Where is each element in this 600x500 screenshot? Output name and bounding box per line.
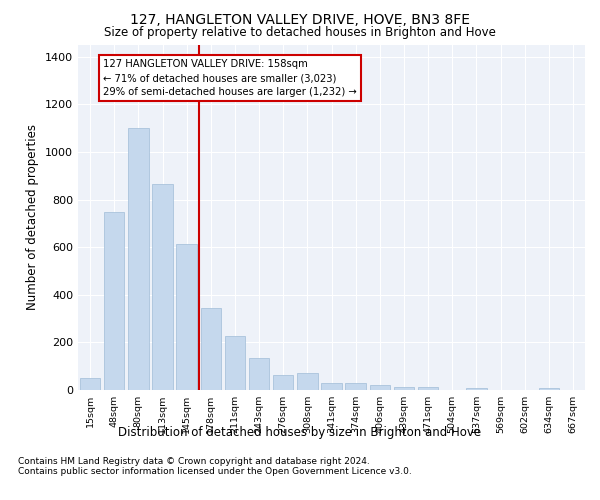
Bar (418, 387, 439, 390)
Bar (346, 383, 366, 390)
Text: 127, HANGLETON VALLEY DRIVE, HOVE, BN3 8FE: 127, HANGLETON VALLEY DRIVE, HOVE, BN3 8… (130, 12, 470, 26)
Bar (224, 336, 245, 390)
Text: 127 HANGLETON VALLEY DRIVE: 158sqm
← 71% of detached houses are smaller (3,023)
: 127 HANGLETON VALLEY DRIVE: 158sqm ← 71%… (103, 60, 357, 98)
Bar (394, 387, 414, 390)
Bar (249, 358, 269, 390)
Bar (104, 212, 124, 390)
Bar (128, 128, 149, 390)
Y-axis label: Number of detached properties: Number of detached properties (26, 124, 40, 310)
Bar (539, 388, 559, 390)
Bar (176, 244, 197, 390)
Bar (321, 383, 342, 390)
Text: Contains HM Land Registry data © Crown copyright and database right 2024.: Contains HM Land Registry data © Crown c… (18, 457, 370, 466)
Bar (370, 385, 390, 390)
Text: Size of property relative to detached houses in Brighton and Hove: Size of property relative to detached ho… (104, 26, 496, 39)
Bar (200, 308, 221, 390)
Bar (466, 388, 487, 390)
Text: Contains public sector information licensed under the Open Government Licence v3: Contains public sector information licen… (18, 467, 412, 476)
Bar (152, 184, 173, 390)
Bar (273, 374, 293, 390)
Text: Distribution of detached houses by size in Brighton and Hove: Distribution of detached houses by size … (118, 426, 482, 439)
Bar (80, 378, 100, 390)
Bar (297, 374, 317, 390)
